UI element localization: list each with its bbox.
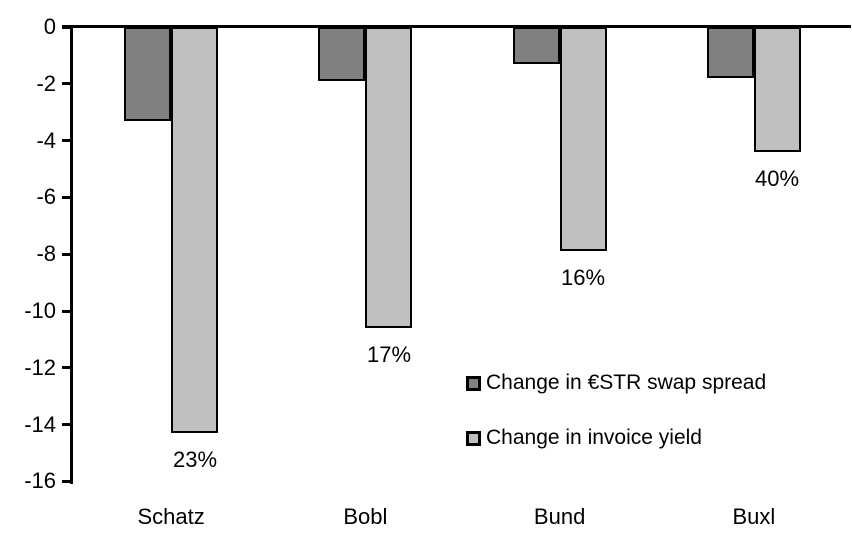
y-axis-line xyxy=(70,25,73,484)
bar-value-label: 23% xyxy=(172,447,218,472)
x-axis-zero-line xyxy=(62,25,851,28)
y-axis-tick-label: 0 xyxy=(43,14,56,39)
y-tick-mark xyxy=(62,366,73,370)
y-tick-mark xyxy=(62,139,73,143)
legend-swatch-invoice-yield xyxy=(466,430,481,446)
y-axis-tick-label: -6 xyxy=(36,184,56,210)
bar-bund-swap-spread xyxy=(513,27,560,64)
y-axis-tick-label: -16 xyxy=(24,468,56,494)
y-axis-tick-label: -8 xyxy=(36,241,56,267)
y-tick-mark xyxy=(62,252,73,256)
bar-schatz-invoice-yield xyxy=(171,27,218,433)
bar-schatz-swap-spread xyxy=(124,27,171,121)
y-tick-mark xyxy=(62,309,73,313)
category-label: Schatz xyxy=(137,504,205,529)
legend-swatch-swap-spread xyxy=(466,375,481,391)
bar-buxl-swap-spread xyxy=(707,27,754,78)
legend-label-swap-spread: Change in €STR swap spread xyxy=(486,371,767,394)
y-tick-mark xyxy=(62,423,73,427)
y-tick-mark xyxy=(62,195,73,199)
bar-bobl-swap-spread xyxy=(318,27,365,81)
y-tick-mark xyxy=(62,479,73,483)
bar-value-label: 16% xyxy=(560,265,606,290)
bar-bobl-invoice-yield xyxy=(365,27,412,328)
category-label: Buxl xyxy=(732,504,776,529)
bar-value-label: 40% xyxy=(754,166,800,191)
y-axis-tick-label: -12 xyxy=(24,354,56,380)
y-axis-tick-label: -14 xyxy=(24,411,56,437)
y-tick-mark xyxy=(62,82,73,86)
legend-item-swap-spread: Change in €STR swap spread xyxy=(466,371,766,395)
bar-buxl-invoice-yield xyxy=(754,27,801,152)
y-axis-tick-label: -10 xyxy=(24,298,56,323)
category-label: Bobl xyxy=(343,504,388,529)
legend-item-invoice-yield: Change in invoice yield xyxy=(466,426,766,450)
y-axis-tick-label: -2 xyxy=(36,70,56,96)
y-axis-tick-label: -4 xyxy=(36,127,56,153)
legend: Change in €STR swap spread Change in inv… xyxy=(466,371,766,481)
bar-value-label: 17% xyxy=(366,342,412,367)
category-label: Bund xyxy=(533,504,586,529)
bar-bund-invoice-yield xyxy=(560,27,607,251)
legend-label-invoice-yield: Change in invoice yield xyxy=(486,426,702,449)
